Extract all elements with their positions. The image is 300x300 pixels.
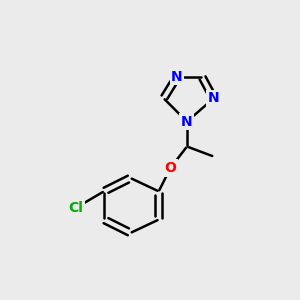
Text: N: N (171, 70, 183, 84)
Text: O: O (164, 161, 176, 175)
Text: N: N (208, 92, 219, 105)
Text: Cl: Cl (68, 201, 83, 215)
Text: N: N (181, 115, 193, 129)
